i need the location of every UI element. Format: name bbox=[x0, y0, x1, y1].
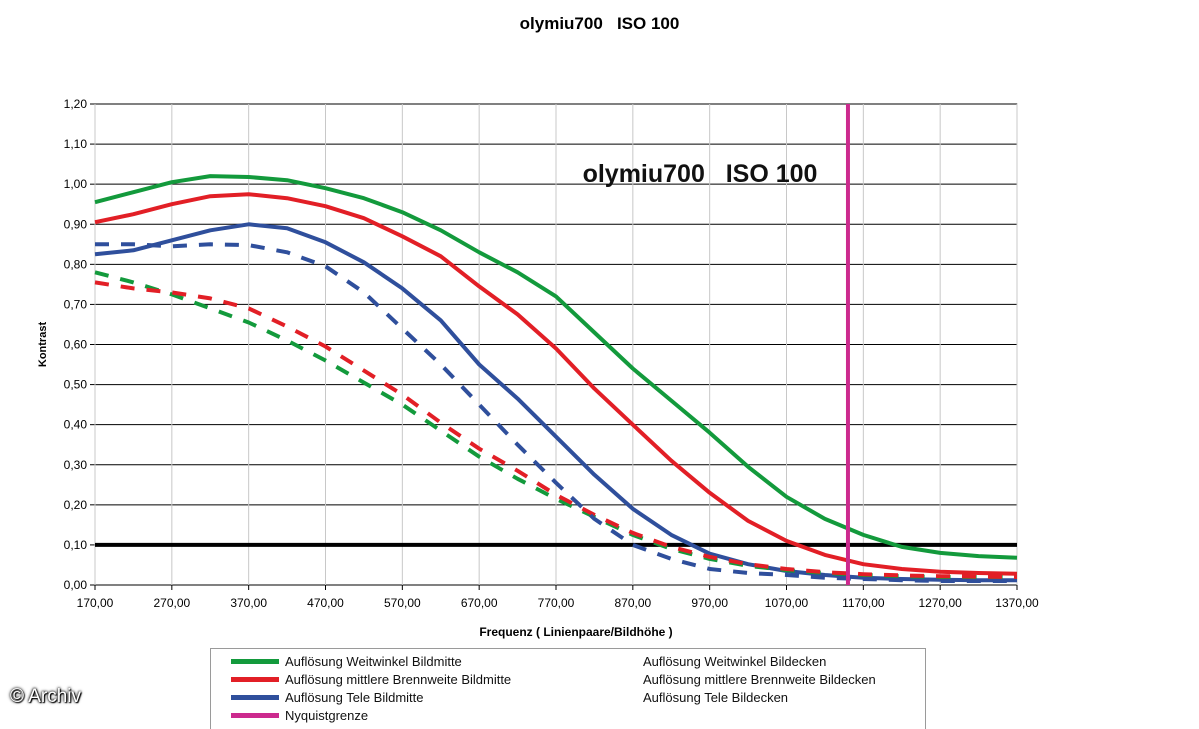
x-tick-label: 270,00 bbox=[153, 596, 190, 610]
chart-legend: Auflösung Weitwinkel Bildmitte Auflösung… bbox=[210, 648, 926, 729]
y-tick-label: 1,00 bbox=[64, 177, 88, 191]
y-tick-label: 0,60 bbox=[64, 338, 88, 352]
copyright-credit: © Archiv bbox=[10, 686, 82, 707]
series-line-4 bbox=[94, 280, 1018, 579]
legend-label: Auflösung Tele Bildmitte bbox=[285, 689, 424, 705]
series-line-0 bbox=[94, 174, 1018, 560]
legend-item-tele-bildecken: Auflösung Tele Bildecken bbox=[589, 687, 788, 707]
line-chart: 0,00 0,10 0,20 0,30 0,40 0,50 0,60 0,70 0,80 0,90… bbox=[37, 97, 1039, 639]
legend-swatch bbox=[589, 659, 637, 664]
series-line-5 bbox=[95, 242, 1017, 583]
legend-item-nyquistgrenze: Nyquistgrenze bbox=[231, 705, 368, 725]
legend-label: Auflösung mittlere Brennweite Bildecken bbox=[643, 671, 876, 687]
inner-plot-title: olymiu700 ISO 100 bbox=[583, 160, 818, 188]
y-tick-label: 0,10 bbox=[64, 538, 88, 552]
chart-title: olymiu700 ISO 100 bbox=[519, 14, 680, 33]
legend-label: Auflösung Weitwinkel Bildecken bbox=[643, 653, 827, 669]
x-tick-label: 570,00 bbox=[384, 596, 421, 610]
y-tick-label: 0,50 bbox=[64, 378, 88, 392]
y-axis-label: Kontrast bbox=[37, 322, 49, 368]
legend-item-mittlere-bildecken: Auflösung mittlere Brennweite Bildecken bbox=[589, 669, 876, 689]
legend-swatch bbox=[231, 658, 279, 664]
x-tick-label: 1270,00 bbox=[918, 596, 962, 610]
x-tick-label: 170,00 bbox=[77, 596, 114, 610]
y-tick-label: 0,90 bbox=[64, 217, 88, 231]
legend-swatch bbox=[231, 712, 279, 718]
series-line-1 bbox=[94, 192, 1018, 576]
x-tick-label: 470,00 bbox=[307, 596, 344, 610]
x-tick-label: 1070,00 bbox=[765, 596, 809, 610]
legend-label: Auflösung mittlere Brennweite Bildmitte bbox=[285, 671, 512, 687]
x-tick-label: 870,00 bbox=[614, 596, 651, 610]
legend-label: Auflösung Weitwinkel Bildmitte bbox=[285, 653, 462, 669]
x-tick-label: 770,00 bbox=[538, 596, 575, 610]
legend-swatch bbox=[231, 694, 279, 700]
legend-swatch bbox=[589, 695, 637, 700]
y-tick-label: 1,10 bbox=[64, 137, 88, 151]
y-tick-label: 0,80 bbox=[64, 257, 88, 271]
y-tick-label: 1,20 bbox=[64, 97, 88, 111]
legend-item-weitwinkel-bildecken: Auflösung Weitwinkel Bildecken bbox=[589, 651, 826, 671]
legend-item-weitwinkel-bildmitte: Auflösung Weitwinkel Bildmitte bbox=[231, 651, 462, 671]
legend-label: Auflösung Tele Bildecken bbox=[643, 689, 789, 705]
x-tick-label: 370,00 bbox=[230, 596, 267, 610]
legend-item-tele-bildmitte: Auflösung Tele Bildmitte bbox=[231, 687, 424, 707]
y-tick-label: 0,40 bbox=[64, 418, 88, 432]
x-tick-label: 970,00 bbox=[691, 596, 728, 610]
legend-swatch bbox=[589, 677, 637, 682]
x-tick-label: 670,00 bbox=[461, 596, 498, 610]
legend-label: Nyquistgrenze bbox=[285, 707, 369, 723]
x-tick-label: 1170,00 bbox=[842, 596, 885, 610]
x-tick-label: 1370,00 bbox=[995, 596, 1039, 610]
y-tick-label: 0,70 bbox=[64, 297, 88, 311]
x-axis-label: Frequenz ( Linienpaare/Bildhöhe ) bbox=[479, 625, 672, 639]
y-tick-label: 0,00 bbox=[64, 578, 88, 592]
legend-swatch bbox=[231, 676, 279, 682]
legend-item-mittlere-bildmitte: Auflösung mittlere Brennweite Bildmitte bbox=[231, 669, 511, 689]
y-tick-label: 0,30 bbox=[64, 458, 88, 472]
y-tick-label: 0,20 bbox=[64, 498, 88, 512]
